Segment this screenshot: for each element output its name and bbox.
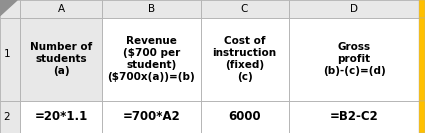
Text: 1: 1 bbox=[3, 49, 10, 59]
Bar bbox=[20, 18, 102, 101]
Text: =B2-C2: =B2-C2 bbox=[330, 110, 378, 123]
Bar bbox=[419, 0, 425, 18]
Bar bbox=[0, 0, 20, 18]
Bar bbox=[419, 18, 425, 101]
Bar bbox=[201, 0, 289, 18]
Bar bbox=[20, 0, 102, 18]
Bar bbox=[289, 0, 419, 18]
Bar bbox=[289, 101, 419, 133]
Bar bbox=[102, 18, 201, 101]
Text: C: C bbox=[241, 4, 248, 14]
Text: B: B bbox=[147, 4, 155, 14]
Text: Number of
students
(a): Number of students (a) bbox=[30, 42, 92, 76]
Text: D: D bbox=[350, 4, 358, 14]
Bar bbox=[102, 0, 201, 18]
Polygon shape bbox=[0, 0, 17, 16]
Text: =20*1.1: =20*1.1 bbox=[34, 110, 88, 123]
Bar bbox=[102, 101, 201, 133]
Bar bbox=[419, 101, 425, 133]
Bar bbox=[289, 18, 419, 101]
Bar bbox=[201, 18, 289, 101]
Bar bbox=[201, 101, 289, 133]
Text: Gross
profit
(b)-(c)=(d): Gross profit (b)-(c)=(d) bbox=[323, 42, 385, 76]
Text: Revenue
($700 per
student)
($700x(a))=(b): Revenue ($700 per student) ($700x(a))=(b… bbox=[108, 36, 195, 82]
Bar bbox=[0, 101, 20, 133]
Text: 2: 2 bbox=[3, 112, 10, 122]
Bar bbox=[20, 101, 102, 133]
Bar bbox=[0, 18, 20, 101]
Text: A: A bbox=[57, 4, 65, 14]
Text: =700*A2: =700*A2 bbox=[122, 110, 180, 123]
Text: 6000: 6000 bbox=[228, 110, 261, 123]
Text: Cost of
instruction
(fixed)
(c): Cost of instruction (fixed) (c) bbox=[212, 36, 277, 82]
